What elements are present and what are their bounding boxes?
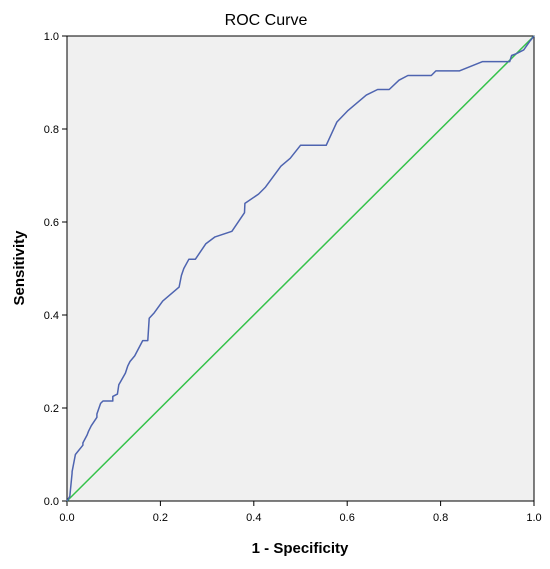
series-layer bbox=[66, 35, 535, 502]
y-tick-label: 0.8 bbox=[44, 124, 59, 136]
roc-curve-line bbox=[66, 35, 535, 502]
x-axis-ticks: 0.0 0.2 0.4 0.6 0.8 1.0 bbox=[59, 501, 542, 524]
chart-title: ROC Curve bbox=[225, 12, 308, 29]
x-tick-label: 1.0 bbox=[526, 512, 541, 524]
reference-diagonal-line bbox=[66, 35, 535, 502]
x-tick-label: 0.0 bbox=[59, 512, 74, 524]
y-tick-label: 0.2 bbox=[44, 403, 59, 415]
y-tick-label: 1.0 bbox=[44, 31, 59, 43]
x-tick-label: 0.8 bbox=[433, 512, 448, 524]
x-tick-label: 0.4 bbox=[246, 512, 261, 524]
y-axis-label: Sensitivity bbox=[11, 230, 28, 306]
y-tick-label: 0.4 bbox=[44, 310, 59, 322]
y-tick-label: 0.6 bbox=[44, 217, 59, 229]
x-tick-label: 0.6 bbox=[340, 512, 355, 524]
x-tick-label: 0.2 bbox=[153, 512, 168, 524]
y-axis-ticks: 0.0 0.2 0.4 0.6 0.8 1.0 bbox=[44, 31, 67, 508]
y-tick-label: 0.0 bbox=[44, 496, 59, 508]
x-axis-label: 1 - Specificity bbox=[252, 540, 349, 557]
